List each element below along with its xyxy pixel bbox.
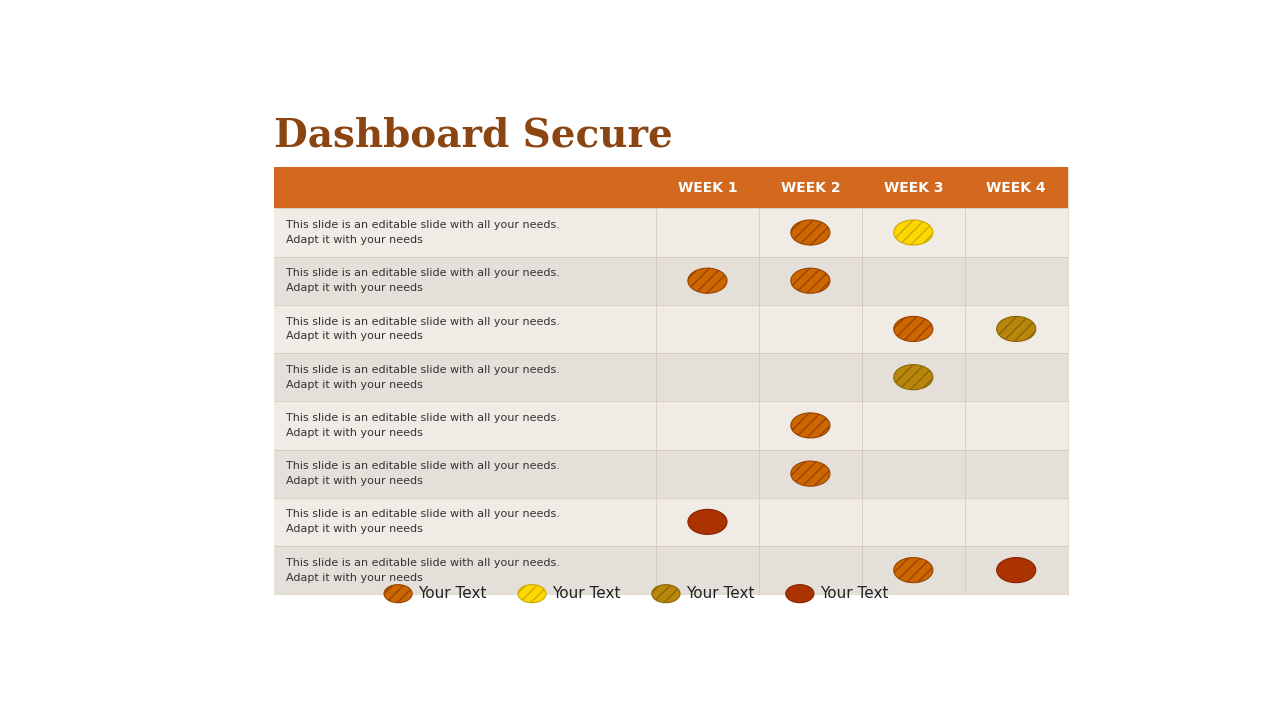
Ellipse shape <box>893 557 933 582</box>
Bar <box>274 256 1068 305</box>
Text: This slide is an editable slide with all your needs.
Adapt it with your needs: This slide is an editable slide with all… <box>285 462 559 486</box>
Ellipse shape <box>791 220 829 245</box>
Text: Your Text: Your Text <box>419 586 486 601</box>
Ellipse shape <box>791 413 829 438</box>
Text: This slide is an editable slide with all your needs.
Adapt it with your needs: This slide is an editable slide with all… <box>285 365 559 390</box>
Ellipse shape <box>997 316 1036 341</box>
Ellipse shape <box>518 585 547 603</box>
Ellipse shape <box>893 364 933 390</box>
Text: Your Text: Your Text <box>820 586 888 601</box>
Bar <box>274 208 1068 256</box>
Text: Your Text: Your Text <box>686 586 755 601</box>
Ellipse shape <box>893 220 933 245</box>
Bar <box>274 167 1068 208</box>
Text: This slide is an editable slide with all your needs.
Adapt it with your needs: This slide is an editable slide with all… <box>285 558 559 582</box>
Ellipse shape <box>786 585 814 603</box>
Ellipse shape <box>687 509 727 534</box>
Ellipse shape <box>893 316 933 341</box>
Ellipse shape <box>791 268 829 293</box>
Ellipse shape <box>652 585 680 603</box>
Text: This slide is an editable slide with all your needs.
Adapt it with your needs: This slide is an editable slide with all… <box>285 269 559 293</box>
Bar <box>274 353 1068 401</box>
Text: Dashboard Secure: Dashboard Secure <box>274 117 673 155</box>
Bar <box>274 546 1068 594</box>
Bar <box>274 305 1068 353</box>
Text: WEEK 4: WEEK 4 <box>987 181 1046 194</box>
Text: This slide is an editable slide with all your needs.
Adapt it with your needs: This slide is an editable slide with all… <box>285 317 559 341</box>
Bar <box>274 401 1068 449</box>
Ellipse shape <box>791 461 829 486</box>
Text: WEEK 3: WEEK 3 <box>883 181 943 194</box>
Bar <box>274 498 1068 546</box>
Text: This slide is an editable slide with all your needs.
Adapt it with your needs: This slide is an editable slide with all… <box>285 220 559 245</box>
Text: WEEK 1: WEEK 1 <box>677 181 737 194</box>
Text: This slide is an editable slide with all your needs.
Adapt it with your needs: This slide is an editable slide with all… <box>285 413 559 438</box>
Text: This slide is an editable slide with all your needs.
Adapt it with your needs: This slide is an editable slide with all… <box>285 510 559 534</box>
Text: Your Text: Your Text <box>552 586 621 601</box>
Bar <box>274 449 1068 498</box>
Ellipse shape <box>384 585 412 603</box>
Ellipse shape <box>687 268 727 293</box>
Text: WEEK 2: WEEK 2 <box>781 181 840 194</box>
Ellipse shape <box>997 557 1036 582</box>
